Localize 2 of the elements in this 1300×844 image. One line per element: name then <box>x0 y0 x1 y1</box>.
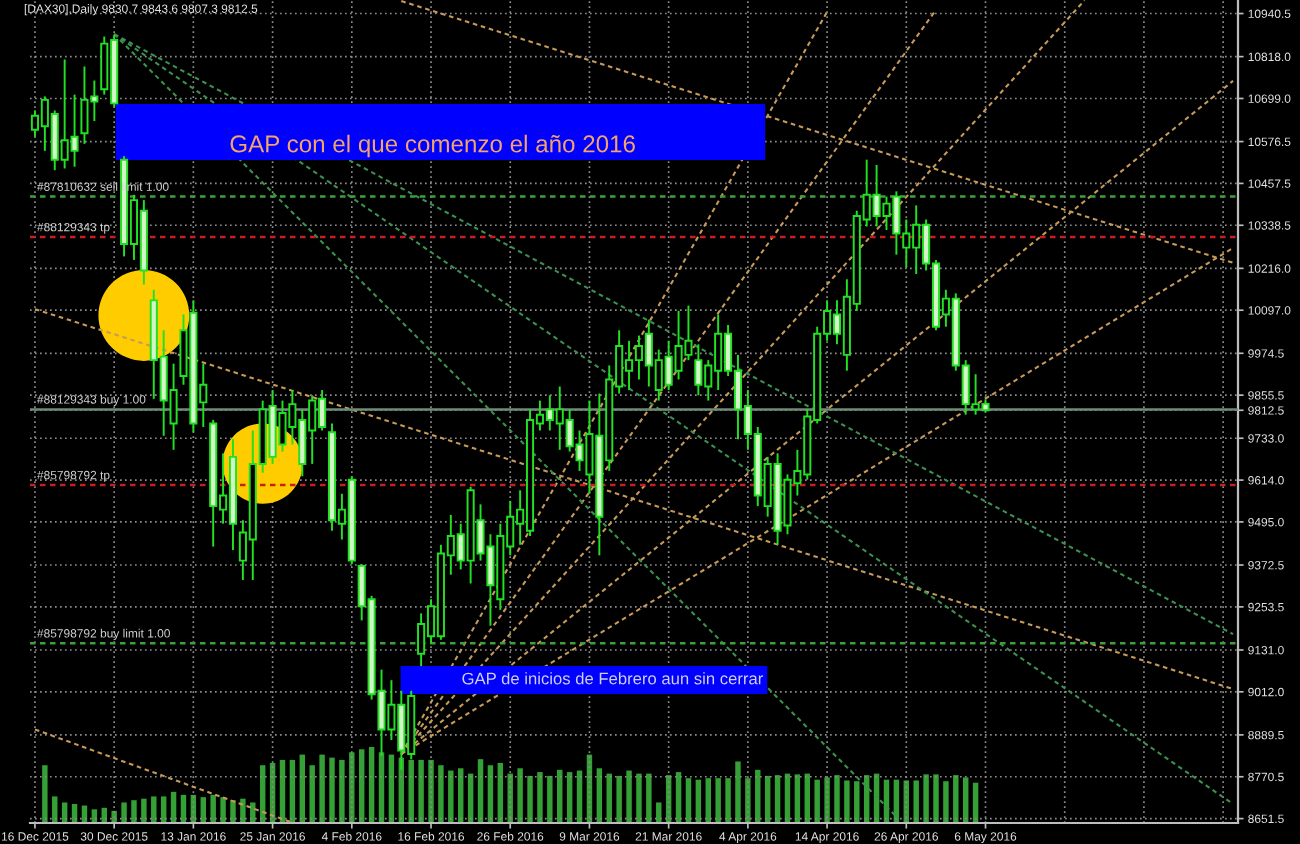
annotation: GAP con el que comenzo el año 2016 <box>230 134 635 158</box>
annotation: GAP de inicios de Febrero aun sin cerrar <box>462 672 763 685</box>
